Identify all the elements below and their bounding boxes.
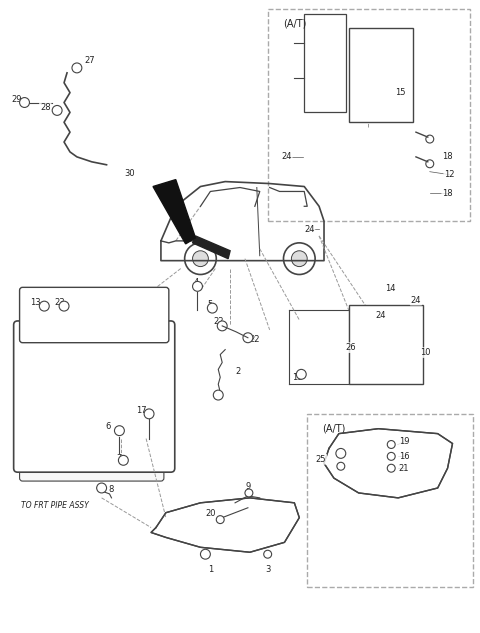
Polygon shape [324,429,453,498]
Circle shape [213,390,223,400]
Circle shape [243,333,253,342]
Circle shape [426,160,434,168]
FancyBboxPatch shape [20,376,164,481]
FancyBboxPatch shape [20,287,169,342]
Circle shape [52,106,62,115]
Text: 13: 13 [30,298,41,306]
Circle shape [216,516,224,523]
Circle shape [72,63,82,73]
Circle shape [192,282,203,291]
Circle shape [387,441,395,448]
Text: 11: 11 [292,373,302,382]
Circle shape [426,135,434,143]
Text: 8: 8 [109,486,114,494]
Text: 30: 30 [124,169,134,178]
Bar [268,9,470,221]
Text: (A/T): (A/T) [284,18,307,28]
Text: 20: 20 [205,509,216,518]
Bar [304,13,346,113]
Text: 24: 24 [375,311,385,320]
Circle shape [387,453,395,460]
Bar [349,305,423,384]
Text: 17: 17 [136,406,146,415]
Text: 7: 7 [117,454,122,463]
Circle shape [284,243,315,275]
Text: 15: 15 [395,88,406,97]
FancyBboxPatch shape [13,321,175,472]
Text: 25: 25 [316,455,326,464]
Circle shape [387,464,395,472]
Bar [349,28,413,122]
Circle shape [296,370,306,379]
Text: 4: 4 [194,278,199,287]
Circle shape [337,462,345,470]
Circle shape [59,301,69,311]
Text: 26: 26 [346,343,356,352]
Circle shape [201,549,210,559]
Text: 10: 10 [420,348,431,357]
Text: 16: 16 [399,452,409,461]
Polygon shape [151,498,300,552]
Text: 18: 18 [442,153,453,161]
Circle shape [39,301,49,311]
Text: 9: 9 [245,482,251,491]
Text: 22: 22 [213,317,224,327]
Circle shape [264,550,272,558]
Circle shape [144,409,154,419]
Text: 21: 21 [399,464,409,473]
Circle shape [20,97,29,108]
Text: 24: 24 [304,225,314,234]
Polygon shape [153,180,195,244]
Bar [307,414,473,587]
Text: 24: 24 [281,153,292,161]
Text: 28: 28 [40,103,50,112]
Text: 19: 19 [399,437,409,446]
Text: 18: 18 [442,189,453,198]
Text: 12: 12 [444,170,455,179]
Circle shape [245,489,253,497]
Circle shape [207,303,217,313]
Text: TO FRT PIPE ASSY: TO FRT PIPE ASSY [21,501,88,510]
Text: 2: 2 [235,367,240,376]
Text: 22: 22 [250,335,260,344]
Circle shape [96,483,107,493]
Text: 27: 27 [84,56,95,65]
Circle shape [291,251,307,266]
Circle shape [114,426,124,436]
Circle shape [185,243,216,275]
Text: 14: 14 [385,284,396,293]
Text: 1: 1 [208,565,213,573]
Text: (A/T): (A/T) [322,423,346,434]
Circle shape [336,448,346,458]
Text: 3: 3 [265,565,270,573]
Circle shape [217,321,227,331]
Circle shape [192,251,208,266]
Circle shape [119,455,128,465]
Text: 6: 6 [106,422,111,431]
Text: 29: 29 [12,95,22,104]
Text: 5: 5 [208,299,213,309]
Text: 24: 24 [411,296,421,304]
Text: 23: 23 [55,298,65,306]
Polygon shape [192,236,230,259]
